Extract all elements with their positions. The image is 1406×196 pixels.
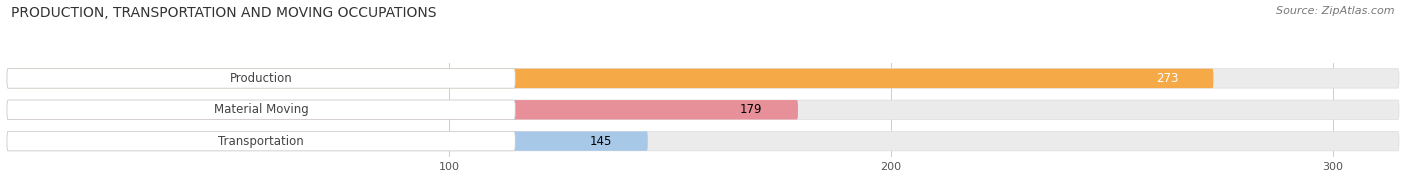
FancyBboxPatch shape [7, 69, 1399, 88]
Text: PRODUCTION, TRANSPORTATION AND MOVING OCCUPATIONS: PRODUCTION, TRANSPORTATION AND MOVING OC… [11, 6, 437, 20]
Text: Transportation: Transportation [218, 135, 304, 148]
FancyBboxPatch shape [7, 131, 515, 151]
Text: 179: 179 [740, 103, 762, 116]
FancyBboxPatch shape [7, 69, 515, 88]
Text: Source: ZipAtlas.com: Source: ZipAtlas.com [1277, 6, 1395, 16]
FancyBboxPatch shape [7, 69, 1213, 88]
FancyBboxPatch shape [7, 131, 1399, 151]
FancyBboxPatch shape [7, 131, 648, 151]
FancyBboxPatch shape [7, 100, 1399, 120]
FancyBboxPatch shape [7, 100, 799, 120]
Text: Production: Production [229, 72, 292, 85]
Text: 273: 273 [1156, 72, 1178, 85]
Text: 145: 145 [591, 135, 613, 148]
Text: Material Moving: Material Moving [214, 103, 308, 116]
FancyBboxPatch shape [7, 100, 515, 120]
